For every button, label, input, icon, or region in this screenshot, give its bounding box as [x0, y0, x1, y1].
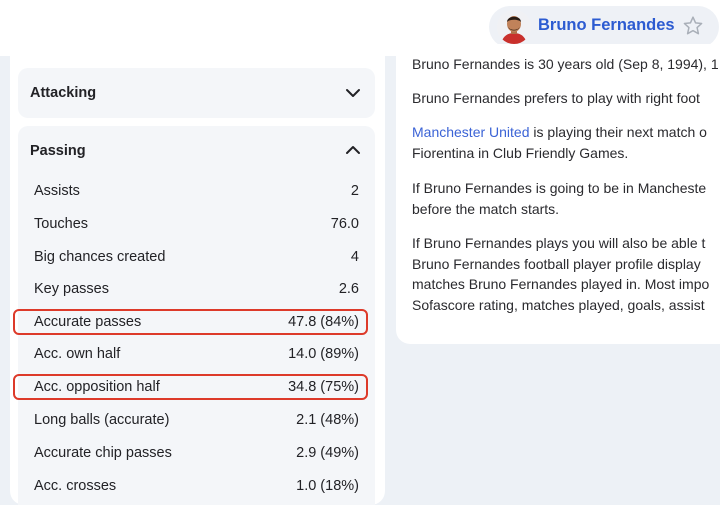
stat-label: Accurate chip passes	[34, 445, 172, 461]
stat-row-assists: Assists 2	[18, 179, 375, 203]
about-paragraph-profile: If Bruno Fernandes plays you will also b…	[412, 233, 720, 315]
stat-label: Touches	[34, 216, 89, 232]
stat-label: Big chances created	[34, 249, 166, 265]
stat-row-accurate-passes-highlighted: Accurate passes 47.8 (84%)	[13, 309, 368, 335]
about-text-line: If Bruno Fernandes plays you will also b…	[412, 235, 706, 251]
stat-label: Acc. own half	[34, 346, 121, 362]
stat-label: Long balls (accurate)	[34, 412, 170, 428]
about-text-line: If Bruno Fernandes is going to be in Man…	[412, 180, 707, 196]
statistics-panel: Attacking Passing Assists 2 Touches 76.0…	[10, 56, 385, 505]
stat-row-touches: Touches 76.0	[18, 212, 375, 236]
stat-value: 4	[350, 249, 359, 265]
stat-row-key-passes: Key passes 2.6	[18, 277, 375, 301]
stat-value: 2.1 (48%)	[296, 412, 359, 428]
stat-label: Assists	[34, 183, 80, 199]
stat-value: 34.8 (75%)	[288, 379, 359, 395]
about-paragraph-lineup: If Bruno Fernandes is going to be in Man…	[412, 178, 720, 219]
stat-value: 14.0 (89%)	[288, 346, 359, 362]
chevron-up-icon[interactable]	[343, 140, 363, 160]
about-text: is playing their next match o	[529, 124, 707, 140]
stat-row-long-balls: Long balls (accurate) 2.1 (48%)	[18, 408, 375, 432]
about-text-line: Bruno Fernandes prefers to play with rig…	[412, 90, 700, 106]
about-paragraph-foot: Bruno Fernandes prefers to play with rig…	[412, 88, 720, 109]
about-text-line: before the match starts.	[412, 200, 560, 217]
player-about-panel: Bruno Fernandes is 30 years old (Sep 8, …	[396, 44, 720, 344]
stat-label: Acc. crosses	[34, 478, 117, 494]
stat-label: Accurate passes	[34, 314, 142, 330]
stat-value: 2.9 (49%)	[296, 445, 359, 461]
star-outline-icon[interactable]	[681, 14, 705, 38]
stat-value: 2	[350, 183, 359, 199]
about-text-line: Bruno Fernandes is 30 years old (Sep 8, …	[412, 56, 719, 72]
stat-row-accurate-chip-passes: Accurate chip passes 2.9 (49%)	[18, 441, 375, 465]
stat-value: 1.0 (18%)	[296, 478, 359, 494]
chevron-down-icon[interactable]	[343, 83, 363, 103]
stat-value: 76.0	[330, 216, 359, 232]
attacking-title: Attacking	[30, 85, 97, 101]
stat-row-acc-opposition-half-highlighted: Acc. opposition half 34.8 (75%)	[13, 374, 368, 400]
player-chip[interactable]: Bruno Fernandes	[489, 6, 719, 48]
stat-row-acc-own-half: Acc. own half 14.0 (89%)	[18, 342, 375, 366]
about-paragraph-age: Bruno Fernandes is 30 years old (Sep 8, …	[412, 54, 720, 75]
about-text-line: Bruno Fernandes football player profile …	[412, 255, 701, 272]
stat-value: 2.6	[338, 281, 359, 297]
team-link[interactable]: Manchester United	[412, 124, 530, 140]
player-avatar	[497, 10, 531, 44]
stat-label: Key passes	[34, 281, 109, 297]
about-text-line: Fiorentina in Club Friendly Games.	[412, 144, 629, 161]
about-text-line: Manchester United is playing their next …	[412, 122, 720, 143]
passing-title: Passing	[30, 143, 86, 159]
about-paragraph-next-match: Manchester United is playing their next …	[412, 122, 720, 163]
top-bar: Bruno Fernandes	[0, 0, 720, 56]
stat-row-acc-crosses: Acc. crosses 1.0 (18%)	[18, 474, 375, 498]
attacking-accordion[interactable]: Attacking	[18, 68, 375, 118]
stat-value: 47.8 (84%)	[288, 314, 359, 330]
about-text-line: matches Bruno Fernandes played in. Most …	[412, 276, 710, 292]
stat-label: Acc. opposition half	[34, 379, 160, 395]
about-text-line: Sofascore rating, matches played, goals,…	[412, 296, 705, 313]
player-name[interactable]: Bruno Fernandes	[538, 16, 675, 34]
stat-row-big-chances-created: Big chances created 4	[18, 245, 375, 269]
passing-accordion: Passing Assists 2 Touches 76.0 Big chanc…	[13, 126, 375, 505]
